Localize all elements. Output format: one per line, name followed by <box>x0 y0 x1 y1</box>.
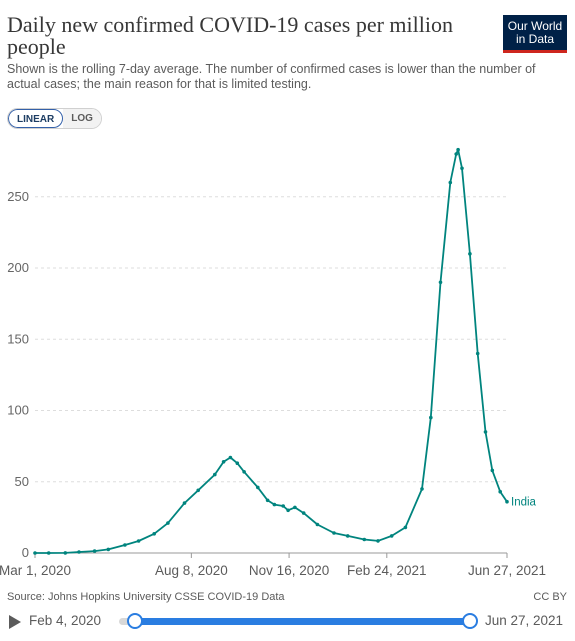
y-tick-label: 250 <box>7 189 29 204</box>
series-line-india <box>35 148 508 554</box>
x-tick-label: Feb 24, 2021 <box>347 563 427 578</box>
timeline-selected-range <box>135 618 470 625</box>
data-point <box>460 166 464 171</box>
data-point <box>213 472 217 477</box>
y-axis-ticks: 0 50 100 150 200 250 <box>7 189 29 560</box>
series-label-india: India <box>511 497 537 509</box>
series-layer: India <box>33 147 537 555</box>
y-tick-label: 200 <box>7 260 29 275</box>
data-point <box>345 534 350 538</box>
data-point <box>448 180 453 185</box>
scale-toggle: LINEAR LOG <box>7 108 102 129</box>
y-tick-label: 50 <box>15 474 29 489</box>
data-point <box>196 488 200 493</box>
data-point <box>286 508 290 513</box>
data-point <box>438 280 443 285</box>
data-point <box>315 522 320 527</box>
y-tick-label: 100 <box>7 403 29 418</box>
data-point <box>136 539 141 543</box>
chart-subtitle: Shown is the rolling 7-day average. The … <box>7 62 536 91</box>
data-point <box>228 455 233 460</box>
data-point <box>376 539 380 543</box>
x-tick-label: Mar 1, 2020 <box>0 563 71 578</box>
x-tick-label: Jun 27, 2021 <box>468 563 546 578</box>
data-point <box>281 504 286 508</box>
x-tick-label: Nov 16, 2020 <box>249 563 329 578</box>
linear-scale-button[interactable]: LINEAR <box>8 109 64 128</box>
license-link[interactable]: CC BY <box>533 591 567 603</box>
data-point <box>235 461 240 466</box>
data-point <box>77 550 81 554</box>
data-point <box>33 551 37 555</box>
y-tick-label: 0 <box>22 545 29 560</box>
chart-title: Daily new confirmed COVID-19 cases per m… <box>7 12 453 59</box>
data-point <box>46 551 51 555</box>
timeline: Feb 4, 2020 Jun 27, 2021 <box>0 608 575 636</box>
data-point <box>301 511 306 515</box>
timeline-start-handle[interactable] <box>127 613 143 629</box>
data-point <box>389 534 394 538</box>
data-point <box>106 547 111 552</box>
data-point <box>332 531 336 535</box>
data-point <box>468 252 472 256</box>
data-point <box>454 152 459 156</box>
data-point <box>420 487 424 491</box>
data-point <box>255 485 260 490</box>
data-point <box>265 498 270 503</box>
data-point <box>272 502 277 507</box>
grid-lines <box>35 196 507 554</box>
timeline-start-label: Feb 4, 2020 <box>29 613 102 628</box>
data-point <box>403 525 408 530</box>
data-point <box>362 537 367 542</box>
logo-line-2: in Data <box>515 32 555 46</box>
data-point <box>63 551 68 555</box>
data-point <box>456 147 460 152</box>
timeline-end-label: Jun 27, 2021 <box>485 613 564 628</box>
play-icon[interactable] <box>9 615 21 629</box>
data-point <box>429 415 433 420</box>
data-point <box>92 549 97 553</box>
data-point <box>123 543 127 547</box>
log-scale-button[interactable]: LOG <box>63 109 101 128</box>
data-point <box>483 430 488 434</box>
x-tick-label: Aug 8, 2020 <box>155 563 228 578</box>
x-axis-ticks: Mar 1, 2020 Aug 8, 2020 Nov 16, 2020 Feb 24… <box>0 553 546 578</box>
data-point <box>505 499 509 504</box>
data-point <box>242 470 246 474</box>
y-tick-label: 150 <box>7 331 29 346</box>
data-point <box>152 532 156 536</box>
source-note: Source: Johns Hopkins University CSSE CO… <box>7 591 285 603</box>
data-point <box>166 521 170 525</box>
timeline-end-handle[interactable] <box>462 613 478 629</box>
data-point <box>498 489 503 494</box>
data-point <box>293 505 297 510</box>
data-point <box>490 468 495 473</box>
logo-line-1: Our World <box>507 19 563 33</box>
data-point <box>475 351 480 356</box>
data-point <box>221 460 226 464</box>
owid-logo[interactable]: Our World in Data <box>503 15 567 53</box>
data-point <box>182 501 187 505</box>
